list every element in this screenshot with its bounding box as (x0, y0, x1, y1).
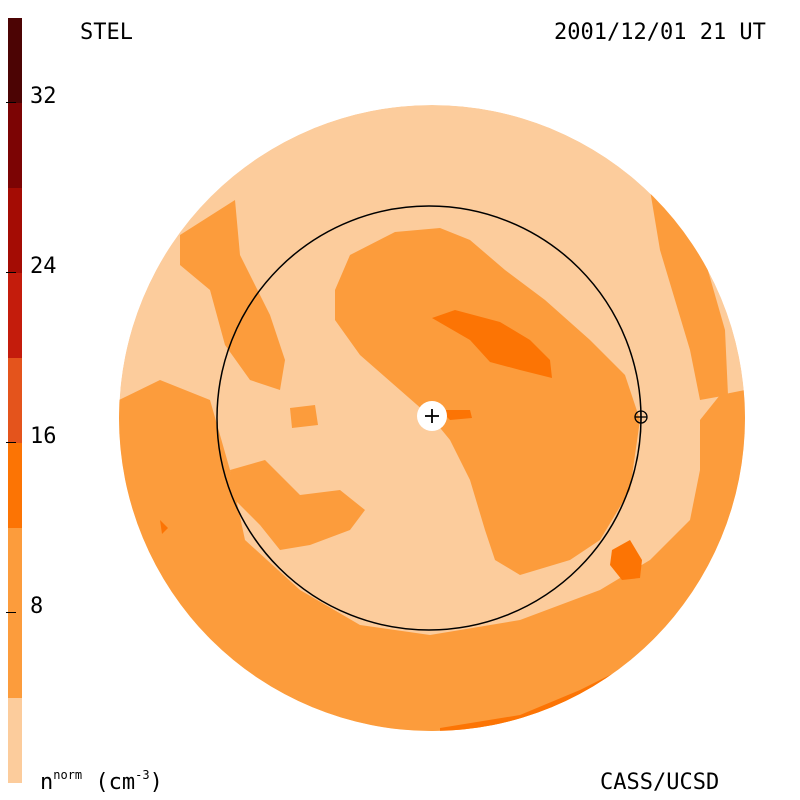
unit-base: n (40, 770, 54, 795)
unit-text: (cm (95, 770, 136, 795)
color-scale-tick-24 (6, 272, 16, 273)
earth-marker-icon (634, 410, 648, 424)
color-scale-segment-8 (8, 18, 22, 103)
unit-close: ) (149, 770, 163, 795)
color-scale-tick-label-16: 16 (30, 424, 57, 449)
unit-exponent: -3 (135, 768, 150, 782)
unit-label: nnorm (cm-3) (40, 768, 163, 795)
color-scale-tick-32 (6, 102, 16, 103)
color-scale-tick-label-24: 24 (30, 254, 57, 279)
unit-superscript: norm (53, 768, 83, 782)
density-region-dark-2 (440, 410, 472, 420)
density-region-upper-left-medium (180, 200, 285, 390)
density-region-left-medium-2 (230, 460, 365, 550)
color-scale-tick-8 (6, 612, 16, 613)
color-scale-tick-label-8: 8 (30, 594, 44, 619)
density-region-dark-3 (610, 540, 642, 580)
color-scale-segment-4 (8, 358, 22, 443)
credit-label: CASS/UCSD (600, 770, 720, 795)
density-region-central-medium (335, 228, 640, 575)
color-scale-segment-7 (8, 103, 22, 188)
density-region-left-medium-1 (290, 405, 318, 428)
timestamp-label: 2001/12/01 21 UT (554, 20, 766, 45)
color-scale-segment-2 (8, 528, 22, 698)
color-scale-tick-label-32: 32 (30, 84, 57, 109)
color-scale-bar (8, 18, 22, 783)
observatory-label: STEL (80, 20, 133, 45)
density-region-right-medium (650, 190, 728, 400)
color-scale-segment-1 (8, 698, 22, 783)
density-region-rim-medium (119, 380, 745, 731)
density-region-dark-1 (432, 310, 552, 378)
color-scale-segment-6 (8, 188, 22, 273)
density-region-dark-edge (160, 520, 168, 534)
color-scale-tick-16 (6, 442, 16, 443)
color-scale-segment-5 (8, 273, 22, 358)
color-scale-segment-3 (8, 443, 22, 528)
